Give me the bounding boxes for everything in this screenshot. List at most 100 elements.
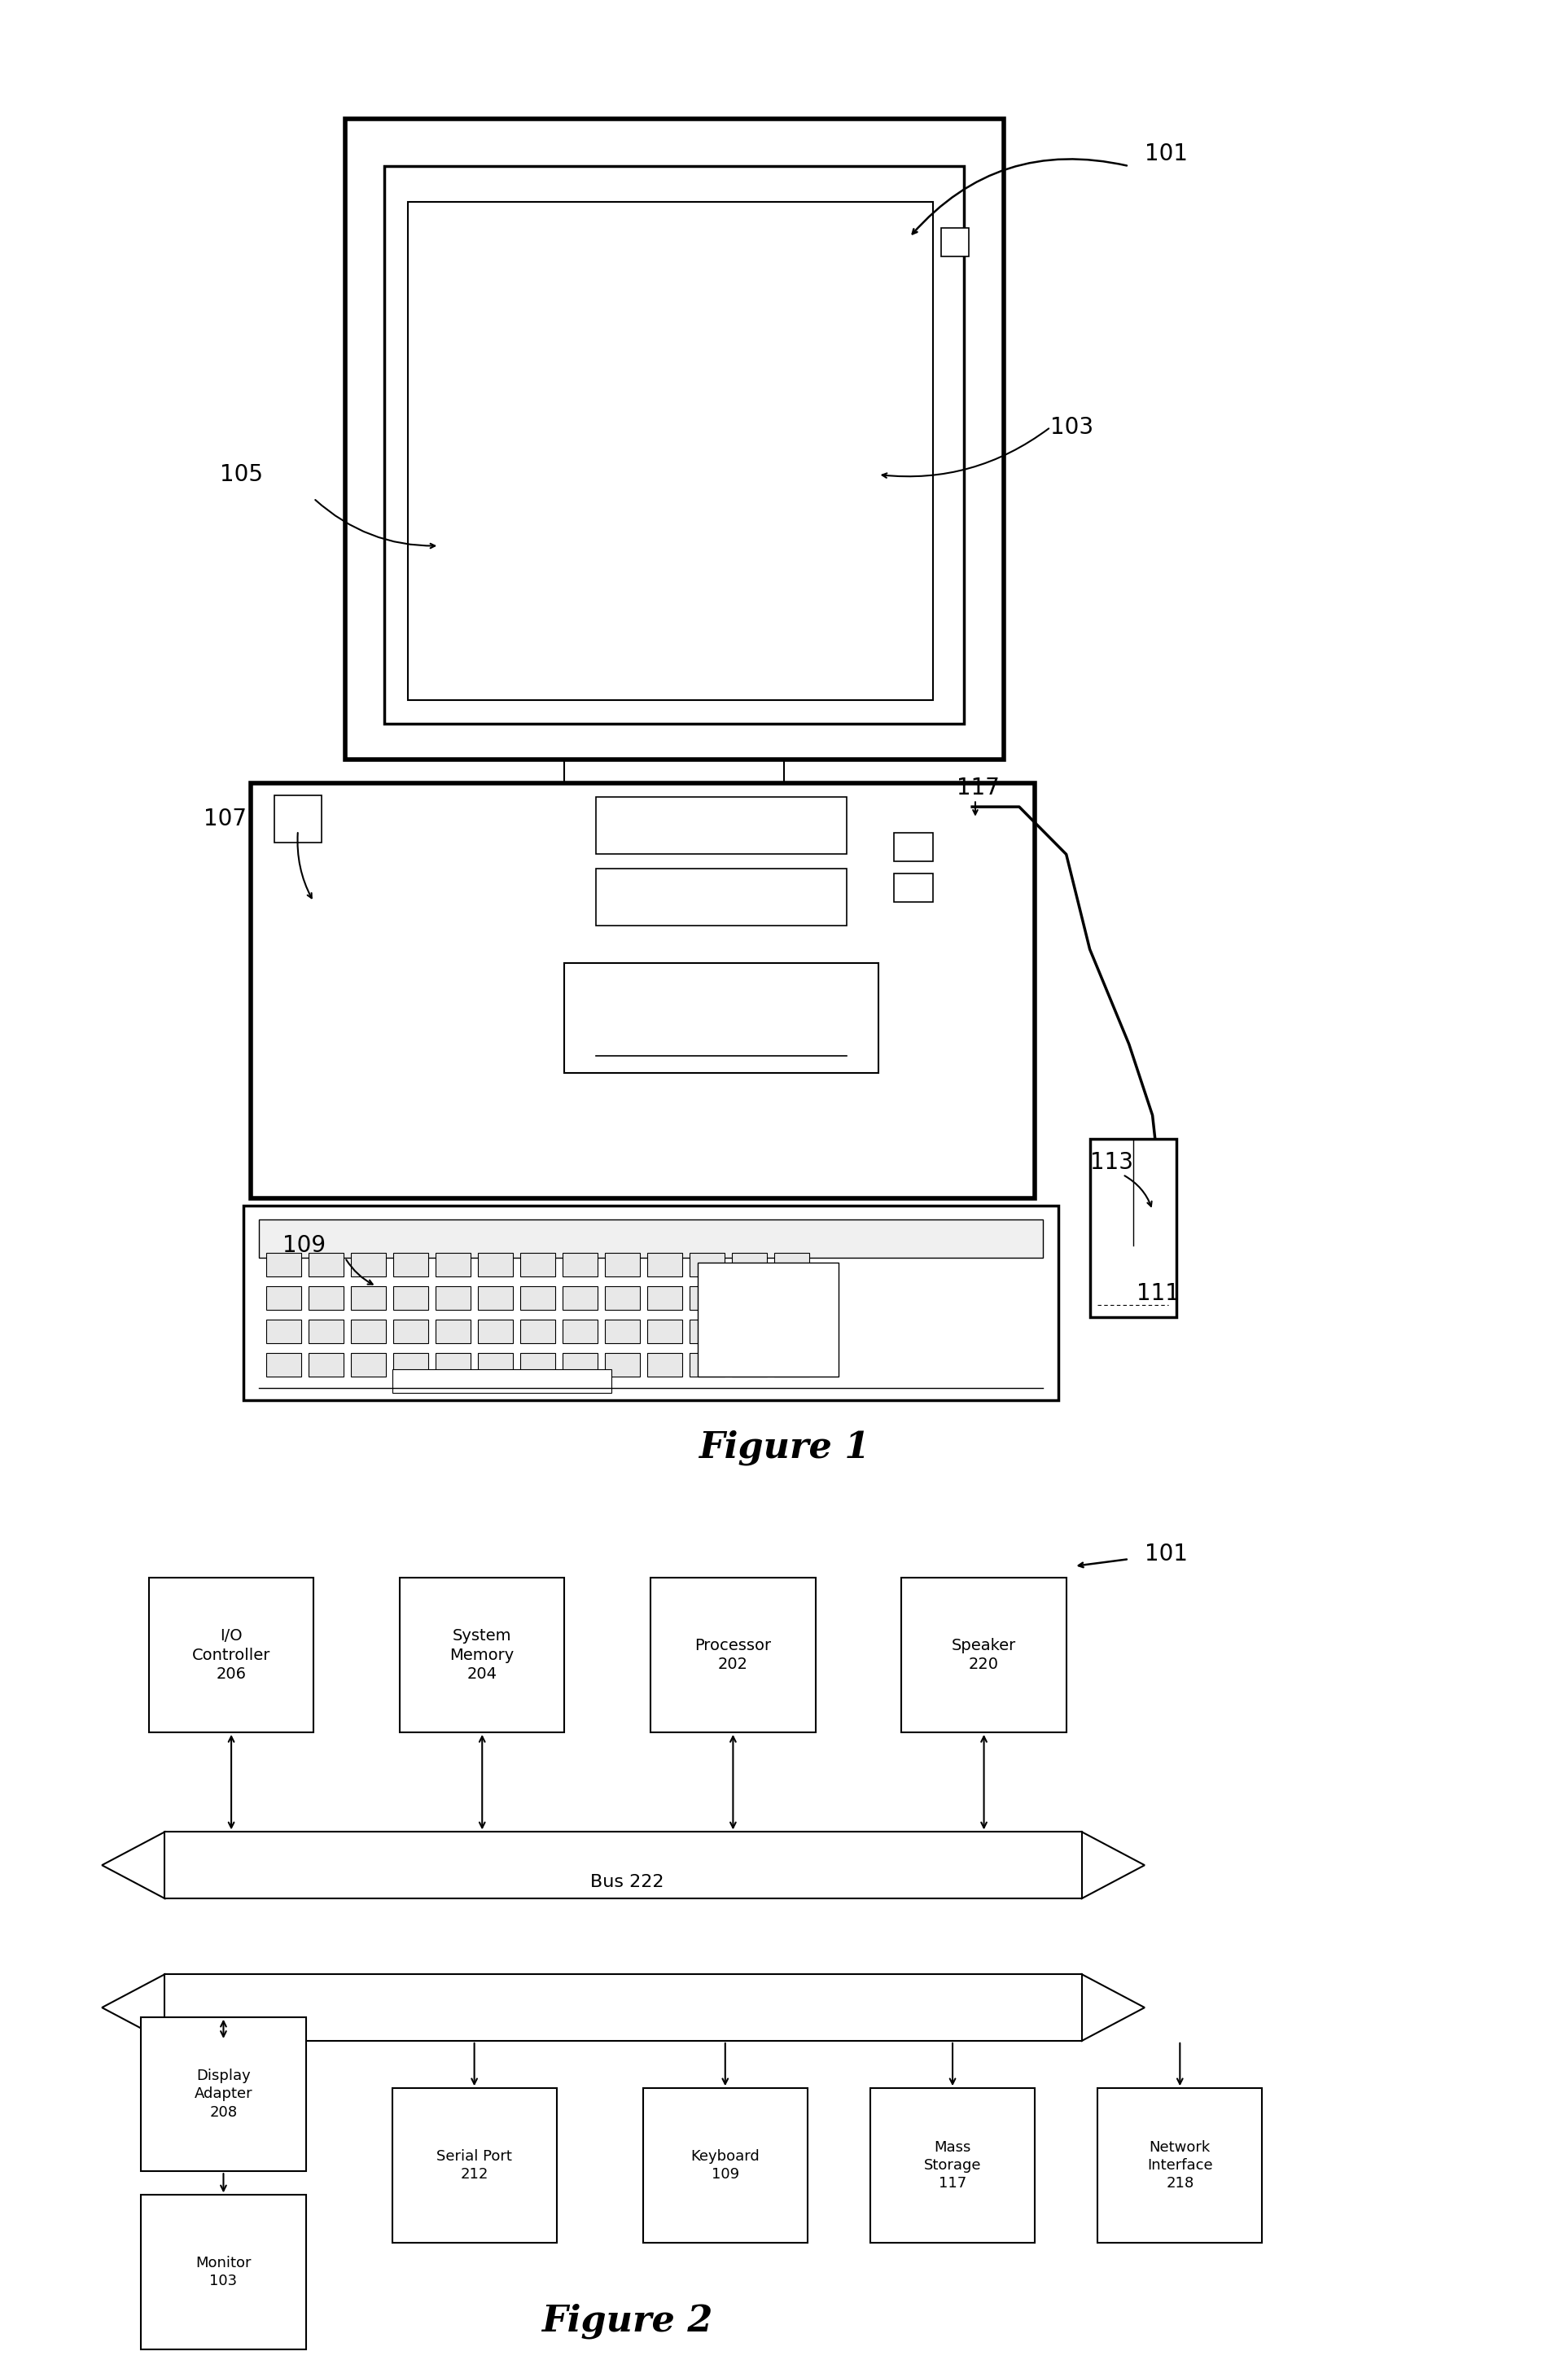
Text: Monitor
103: Monitor 103 xyxy=(196,2257,251,2288)
FancyBboxPatch shape xyxy=(521,1353,555,1376)
Text: 111: 111 xyxy=(1137,1281,1179,1305)
FancyBboxPatch shape xyxy=(732,1253,767,1277)
FancyBboxPatch shape xyxy=(648,1353,682,1376)
Text: Figure 1: Figure 1 xyxy=(698,1431,870,1464)
Text: 117: 117 xyxy=(956,776,999,800)
Text: 101: 101 xyxy=(1145,1542,1189,1566)
FancyBboxPatch shape xyxy=(408,202,933,700)
Text: I/O
Controller
206: I/O Controller 206 xyxy=(191,1628,271,1682)
FancyBboxPatch shape xyxy=(309,1319,343,1343)
FancyBboxPatch shape xyxy=(690,1319,724,1343)
FancyBboxPatch shape xyxy=(141,2195,306,2349)
FancyBboxPatch shape xyxy=(690,1253,724,1277)
Text: Serial Port
212: Serial Port 212 xyxy=(436,2150,513,2181)
FancyBboxPatch shape xyxy=(563,1353,597,1376)
FancyBboxPatch shape xyxy=(436,1253,470,1277)
FancyBboxPatch shape xyxy=(267,1286,301,1310)
FancyBboxPatch shape xyxy=(309,1286,343,1310)
FancyBboxPatch shape xyxy=(436,1353,470,1376)
FancyBboxPatch shape xyxy=(309,1353,343,1376)
Polygon shape xyxy=(102,1974,165,2041)
FancyBboxPatch shape xyxy=(267,1253,301,1277)
Text: 107: 107 xyxy=(204,807,248,831)
Polygon shape xyxy=(1082,1974,1145,2041)
FancyBboxPatch shape xyxy=(605,1253,640,1277)
Text: Keyboard
109: Keyboard 109 xyxy=(690,2150,760,2181)
FancyBboxPatch shape xyxy=(149,1578,314,1732)
FancyBboxPatch shape xyxy=(400,1578,564,1732)
FancyBboxPatch shape xyxy=(648,1286,682,1310)
FancyBboxPatch shape xyxy=(563,1319,597,1343)
Text: Network
Interface
218: Network Interface 218 xyxy=(1148,2140,1212,2190)
FancyBboxPatch shape xyxy=(564,963,878,1073)
FancyBboxPatch shape xyxy=(596,869,847,925)
FancyBboxPatch shape xyxy=(563,1286,597,1310)
FancyBboxPatch shape xyxy=(351,1353,386,1376)
Text: Display
Adapter
208: Display Adapter 208 xyxy=(194,2069,252,2119)
FancyBboxPatch shape xyxy=(165,1974,1082,2041)
FancyBboxPatch shape xyxy=(267,1319,301,1343)
FancyBboxPatch shape xyxy=(648,1319,682,1343)
Text: 113: 113 xyxy=(1090,1151,1134,1175)
FancyBboxPatch shape xyxy=(870,2088,1035,2242)
FancyBboxPatch shape xyxy=(643,2088,808,2242)
FancyBboxPatch shape xyxy=(521,1319,555,1343)
FancyBboxPatch shape xyxy=(392,1369,612,1393)
FancyBboxPatch shape xyxy=(478,1253,513,1277)
FancyBboxPatch shape xyxy=(775,1286,809,1310)
FancyBboxPatch shape xyxy=(436,1319,470,1343)
FancyBboxPatch shape xyxy=(894,833,933,861)
Text: System
Memory
204: System Memory 204 xyxy=(450,1628,514,1682)
FancyBboxPatch shape xyxy=(243,1205,1058,1400)
FancyBboxPatch shape xyxy=(274,795,321,842)
Polygon shape xyxy=(1082,1832,1145,1898)
FancyBboxPatch shape xyxy=(165,1832,1082,1898)
FancyBboxPatch shape xyxy=(478,1319,513,1343)
FancyBboxPatch shape xyxy=(690,1286,724,1310)
FancyBboxPatch shape xyxy=(384,166,964,724)
FancyBboxPatch shape xyxy=(394,1286,428,1310)
FancyBboxPatch shape xyxy=(775,1353,809,1376)
FancyBboxPatch shape xyxy=(596,797,847,854)
FancyBboxPatch shape xyxy=(394,1319,428,1343)
FancyBboxPatch shape xyxy=(563,1253,597,1277)
FancyBboxPatch shape xyxy=(478,1353,513,1376)
Text: Processor
202: Processor 202 xyxy=(695,1637,771,1673)
FancyBboxPatch shape xyxy=(436,1286,470,1310)
FancyBboxPatch shape xyxy=(894,873,933,902)
FancyBboxPatch shape xyxy=(732,1353,767,1376)
FancyBboxPatch shape xyxy=(690,1353,724,1376)
FancyBboxPatch shape xyxy=(775,1319,809,1343)
FancyBboxPatch shape xyxy=(351,1319,386,1343)
Polygon shape xyxy=(102,1832,165,1898)
FancyBboxPatch shape xyxy=(394,1353,428,1376)
FancyBboxPatch shape xyxy=(521,1253,555,1277)
FancyBboxPatch shape xyxy=(259,1220,1043,1258)
FancyBboxPatch shape xyxy=(732,1286,767,1310)
FancyBboxPatch shape xyxy=(605,1286,640,1310)
Text: 109: 109 xyxy=(282,1234,326,1258)
Text: Figure 2: Figure 2 xyxy=(541,2304,713,2337)
FancyBboxPatch shape xyxy=(251,783,1035,1198)
FancyBboxPatch shape xyxy=(605,1319,640,1343)
Text: 105: 105 xyxy=(220,463,263,486)
FancyBboxPatch shape xyxy=(392,2088,557,2242)
FancyBboxPatch shape xyxy=(1098,2088,1262,2242)
Text: 103: 103 xyxy=(1051,415,1094,439)
FancyBboxPatch shape xyxy=(394,1253,428,1277)
FancyBboxPatch shape xyxy=(351,1253,386,1277)
Text: 101: 101 xyxy=(1145,142,1189,166)
FancyBboxPatch shape xyxy=(941,228,969,256)
FancyBboxPatch shape xyxy=(698,1262,839,1376)
FancyBboxPatch shape xyxy=(775,1253,809,1277)
FancyBboxPatch shape xyxy=(648,1253,682,1277)
FancyBboxPatch shape xyxy=(351,1286,386,1310)
FancyBboxPatch shape xyxy=(309,1253,343,1277)
FancyBboxPatch shape xyxy=(605,1353,640,1376)
FancyBboxPatch shape xyxy=(141,2017,306,2171)
FancyBboxPatch shape xyxy=(1090,1139,1176,1317)
FancyBboxPatch shape xyxy=(345,119,1004,759)
FancyBboxPatch shape xyxy=(732,1319,767,1343)
FancyBboxPatch shape xyxy=(478,1286,513,1310)
Text: Bus 222: Bus 222 xyxy=(591,1875,663,1889)
